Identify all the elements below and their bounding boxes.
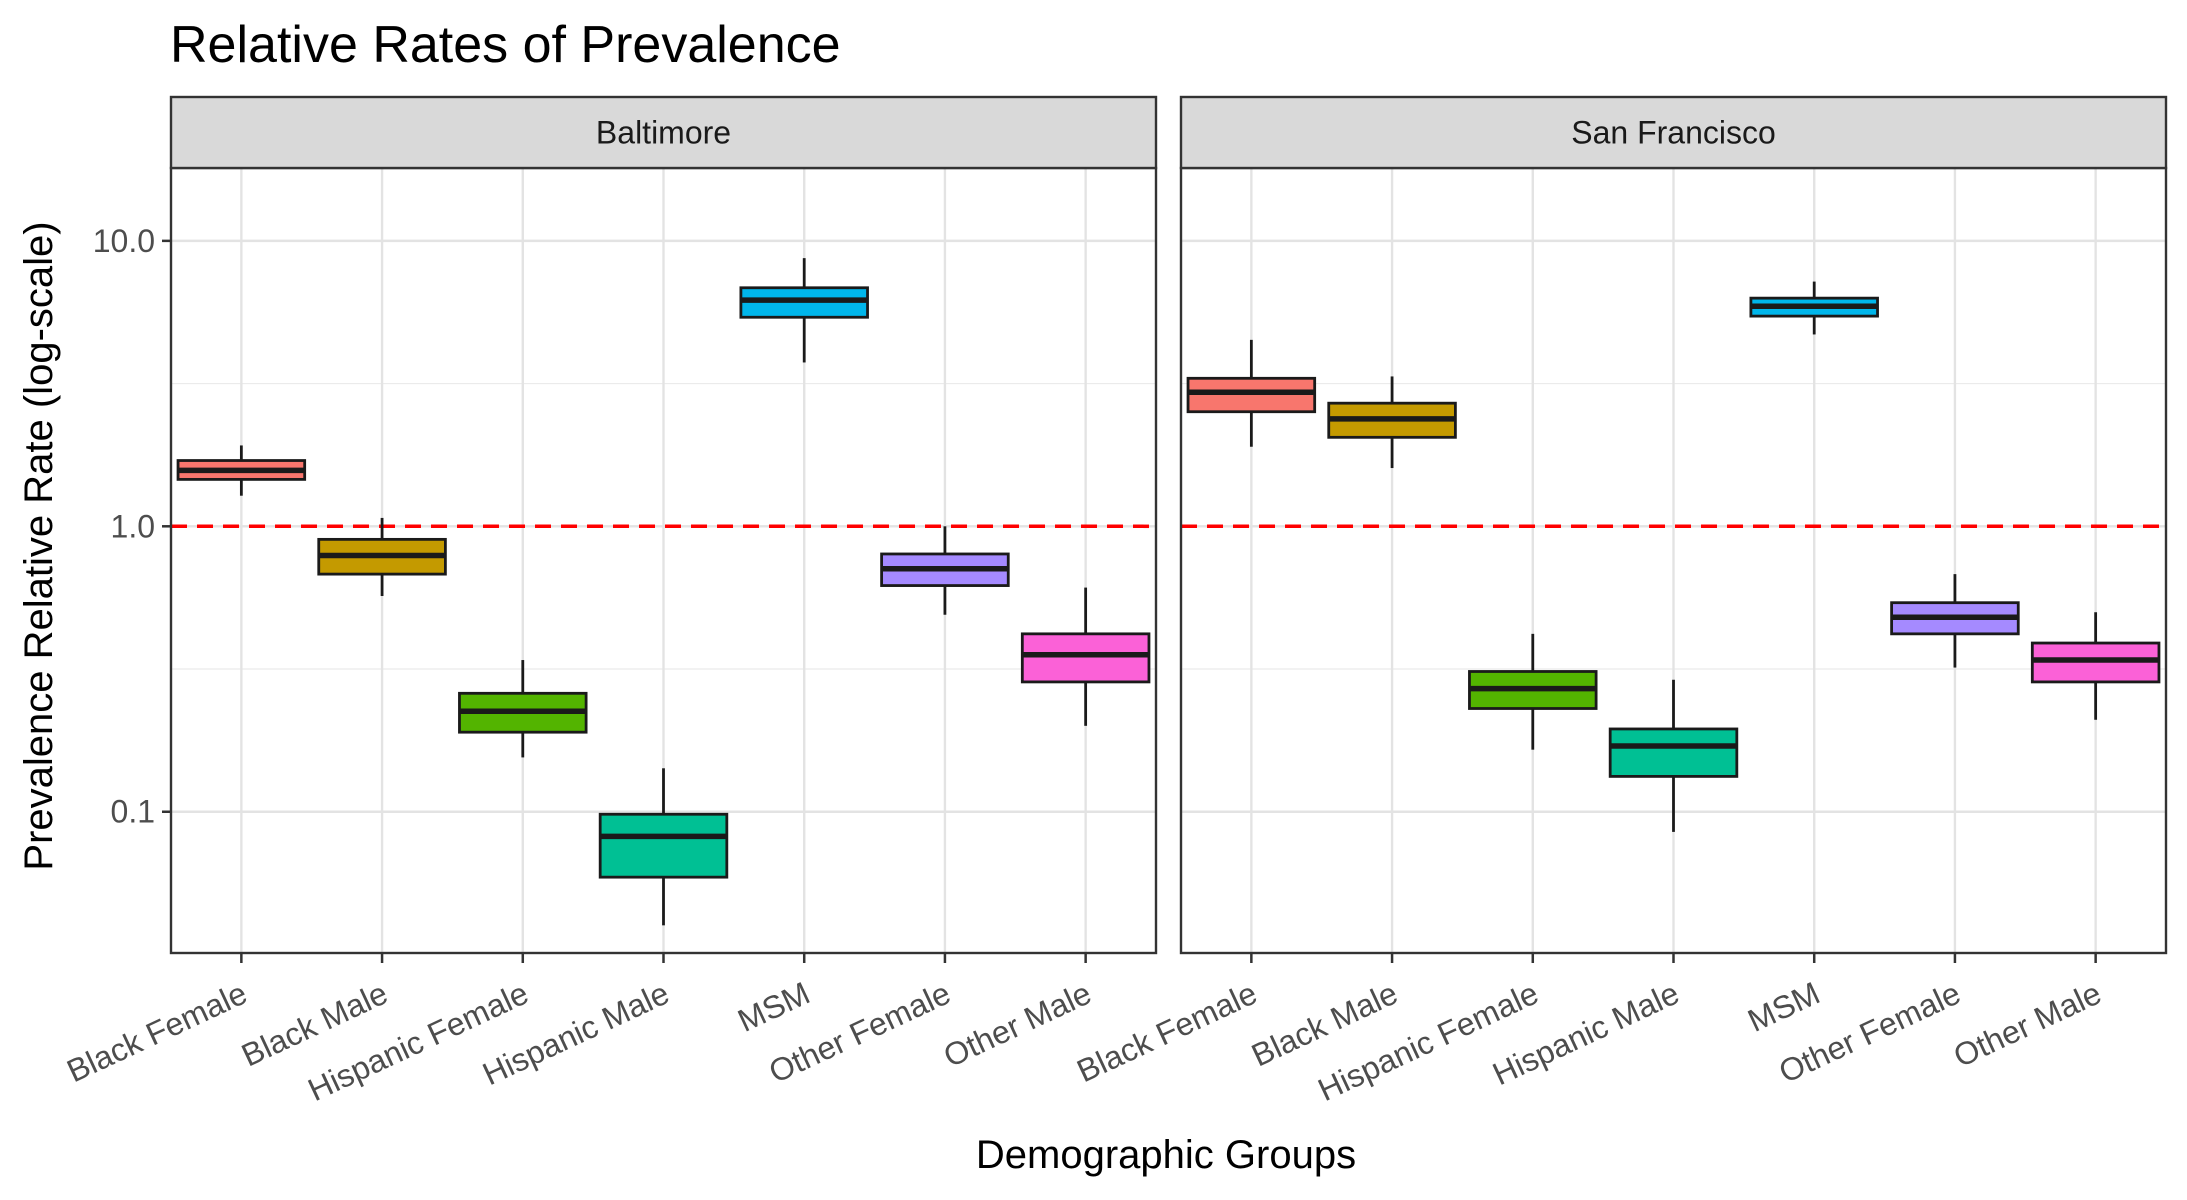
box-other-female	[1890, 574, 2020, 668]
box-body	[1020, 632, 1151, 684]
x-tick-label: MSM	[732, 975, 815, 1039]
x-axis-title: Demographic Groups	[976, 1133, 1356, 1177]
box-black-male	[1327, 376, 1457, 469]
x-tick-label: MSM	[1742, 975, 1825, 1039]
y-tick-label: 1.0	[111, 508, 155, 544]
box-hispanic-female	[458, 660, 588, 758]
box-hispanic-male	[598, 768, 729, 926]
y-axis-title: Prevalence Relative Rate (log-scale)	[17, 221, 61, 870]
facet-strip	[169, 95, 1158, 170]
x-tick-label: Other Male	[1948, 975, 2107, 1075]
box-hispanic-male	[1608, 679, 1739, 832]
facet-strip-label: San Francisco	[1571, 115, 1776, 151]
box-msm	[739, 258, 869, 363]
chart-title: Relative Rates of Prevalence	[170, 16, 841, 74]
y-tick-label: 0.1	[111, 794, 155, 830]
y-tick-label: 10.0	[93, 223, 155, 259]
box-other-male	[2030, 612, 2161, 720]
box-black-female	[176, 445, 307, 496]
box-body	[598, 812, 729, 879]
box-black-female	[1186, 339, 1317, 447]
box-other-male	[1020, 587, 1151, 726]
x-tick-label: Black Female	[1071, 975, 1262, 1090]
facet-strip-label: Baltimore	[596, 115, 731, 151]
box-black-male	[317, 517, 447, 596]
box-hispanic-female	[1468, 633, 1598, 750]
box-body	[1608, 727, 1739, 778]
facet-strip	[1179, 95, 2168, 170]
x-tick-label: Black Female	[61, 975, 252, 1090]
box-other-female	[880, 526, 1010, 615]
box-body	[1186, 376, 1317, 414]
box-msm	[1749, 281, 1879, 335]
